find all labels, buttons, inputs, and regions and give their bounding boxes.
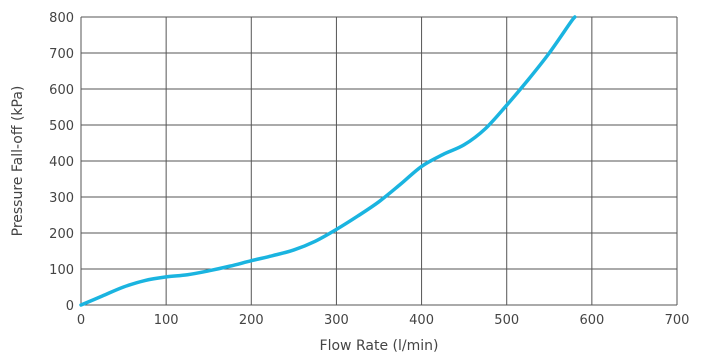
x-tick-label: 600 <box>579 313 604 328</box>
x-tick-labels: 0 100 200 300 400 500 600 700 <box>77 313 690 328</box>
y-tick-label: 700 <box>49 47 74 62</box>
y-tick-label: 500 <box>49 119 74 134</box>
y-tick-label: 200 <box>49 227 74 242</box>
y-tick-label: 800 <box>49 11 74 26</box>
grid <box>80 16 678 306</box>
x-tick-label: 0 <box>77 313 85 328</box>
x-tick-label: 400 <box>409 313 434 328</box>
x-tick-label: 500 <box>494 313 519 328</box>
x-tick-label: 700 <box>665 313 690 328</box>
x-tick-label: 100 <box>154 313 179 328</box>
x-axis-title: Flow Rate (l/min) <box>320 338 439 354</box>
y-tick-label: 600 <box>49 83 74 98</box>
y-axis-title: Pressure Fall-off (kPa) <box>10 86 26 237</box>
x-tick-label: 300 <box>324 313 349 328</box>
y-tick-label: 300 <box>49 191 74 206</box>
series-group <box>79 15 577 307</box>
x-tick-label: 200 <box>239 313 264 328</box>
y-tick-label: 400 <box>49 155 74 170</box>
y-tick-labels: 0 100 200 300 400 500 600 700 800 <box>49 11 74 314</box>
y-tick-label: 0 <box>66 299 74 314</box>
series-line <box>79 15 577 307</box>
y-tick-label: 100 <box>49 263 74 278</box>
